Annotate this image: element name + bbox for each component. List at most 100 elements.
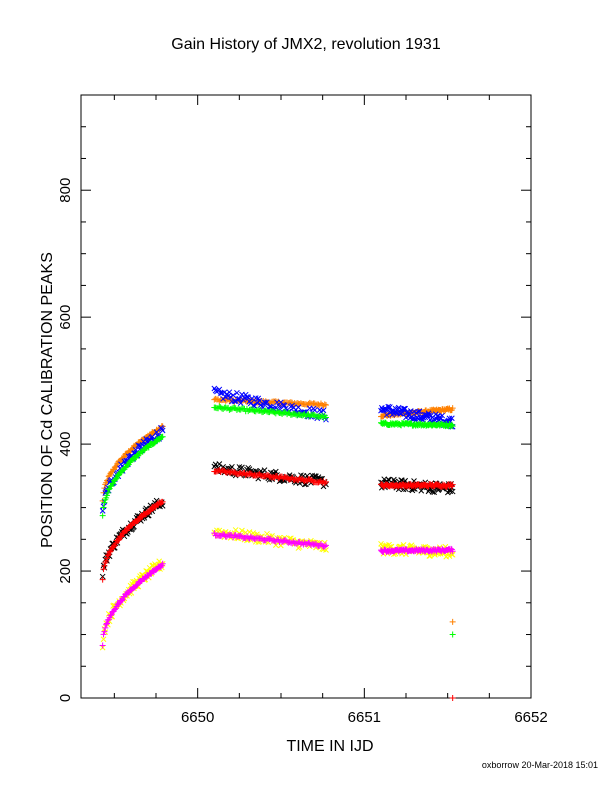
data-point bbox=[113, 462, 120, 469]
data-point bbox=[416, 408, 423, 415]
data-point bbox=[238, 533, 245, 540]
data-point bbox=[284, 411, 291, 418]
data-point bbox=[103, 557, 110, 564]
data-point bbox=[253, 406, 260, 413]
data-point bbox=[311, 407, 318, 414]
data-point bbox=[245, 394, 252, 401]
data-point bbox=[256, 397, 263, 404]
data-point bbox=[158, 426, 165, 432]
y-tick-label: 600 bbox=[57, 305, 74, 330]
data-point bbox=[281, 402, 288, 409]
x-tick-label: 6650 bbox=[181, 709, 214, 726]
data-point bbox=[104, 489, 111, 496]
data-point bbox=[100, 566, 107, 573]
data-point bbox=[431, 489, 437, 496]
data-point bbox=[449, 405, 456, 412]
data-point bbox=[220, 395, 226, 402]
data-point bbox=[264, 399, 270, 406]
data-point bbox=[104, 492, 111, 499]
data-point bbox=[99, 512, 106, 519]
data-point bbox=[269, 408, 276, 415]
data-point bbox=[222, 404, 229, 411]
data-point bbox=[100, 631, 107, 638]
data-point bbox=[383, 412, 390, 418]
data-point bbox=[245, 408, 252, 415]
x-axis-label: TIME IN IJD bbox=[286, 738, 374, 755]
data-point bbox=[270, 473, 277, 480]
data-point bbox=[449, 423, 456, 430]
data-point bbox=[104, 552, 111, 559]
data-point bbox=[242, 472, 249, 479]
data-point bbox=[321, 543, 328, 550]
data-point bbox=[101, 628, 108, 635]
data-point bbox=[238, 471, 245, 478]
data-point bbox=[306, 399, 313, 406]
plot-frame bbox=[80, 94, 532, 699]
data-point bbox=[309, 411, 316, 418]
data-point bbox=[216, 461, 223, 467]
data-point bbox=[118, 597, 125, 604]
data-point bbox=[112, 475, 119, 482]
data-point bbox=[220, 530, 227, 537]
data-point bbox=[104, 555, 111, 562]
data-point bbox=[265, 472, 272, 479]
isolated-point bbox=[449, 631, 456, 638]
data-point bbox=[99, 576, 106, 583]
data-point bbox=[100, 636, 107, 643]
x-tick-label: 6651 bbox=[348, 709, 381, 726]
data-point bbox=[104, 477, 111, 484]
data-point bbox=[449, 488, 456, 495]
data-point bbox=[276, 403, 283, 410]
data-point bbox=[102, 624, 109, 631]
data-point bbox=[395, 404, 402, 411]
data-point bbox=[121, 594, 128, 601]
data-point bbox=[237, 406, 244, 413]
data-point bbox=[297, 476, 304, 483]
y-tick-label: 200 bbox=[57, 559, 74, 584]
data-point bbox=[295, 404, 302, 411]
data-point bbox=[215, 467, 222, 474]
data-point bbox=[323, 402, 329, 409]
data-point bbox=[111, 606, 118, 613]
data-point bbox=[311, 541, 318, 548]
data-point bbox=[319, 479, 326, 486]
data-point bbox=[321, 401, 328, 408]
data-point bbox=[317, 413, 324, 420]
y-tick-label: 400 bbox=[57, 432, 74, 457]
data-point bbox=[226, 406, 233, 413]
data-point bbox=[159, 433, 166, 440]
data-point bbox=[321, 480, 328, 487]
data-point bbox=[103, 621, 110, 628]
data-point bbox=[276, 474, 283, 481]
data-point bbox=[415, 408, 421, 415]
data-point bbox=[135, 517, 142, 524]
data-point bbox=[101, 499, 108, 506]
data-point bbox=[108, 611, 115, 618]
data-point bbox=[145, 444, 152, 451]
data-point bbox=[437, 416, 444, 422]
data-point bbox=[105, 486, 112, 493]
data-point bbox=[449, 415, 455, 422]
data-point bbox=[280, 475, 287, 482]
isolated-point bbox=[449, 618, 456, 625]
data-point bbox=[280, 402, 287, 408]
data-point bbox=[118, 533, 125, 540]
data-point bbox=[292, 476, 299, 483]
data-point bbox=[110, 480, 117, 487]
data-point bbox=[120, 454, 127, 461]
data-point bbox=[130, 578, 136, 585]
data-point bbox=[302, 477, 309, 484]
data-point bbox=[248, 534, 255, 541]
data-point bbox=[304, 540, 311, 547]
data-point bbox=[439, 412, 446, 419]
data-point bbox=[115, 537, 122, 544]
data-point bbox=[323, 414, 329, 421]
data-point bbox=[449, 548, 456, 555]
data-point bbox=[323, 542, 329, 549]
data-point bbox=[231, 398, 238, 405]
data-point bbox=[104, 620, 111, 627]
data-point bbox=[261, 467, 268, 474]
data-point bbox=[257, 472, 264, 479]
y-tick-label: 0 bbox=[57, 694, 74, 702]
